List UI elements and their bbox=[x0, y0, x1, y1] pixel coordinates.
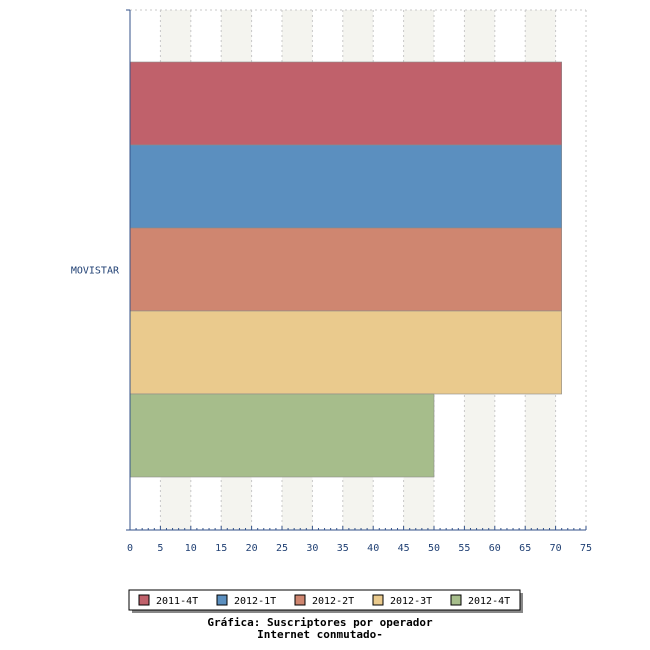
x-tick-label: 35 bbox=[337, 543, 349, 554]
legend-swatch-2012-3T bbox=[372, 594, 384, 606]
legend-swatch-2011-4T bbox=[138, 594, 150, 606]
x-tick-label: 15 bbox=[215, 543, 227, 554]
x-tick-label: 50 bbox=[428, 543, 440, 554]
x-tick-label: 30 bbox=[306, 543, 318, 554]
x-tick-label: 10 bbox=[185, 543, 197, 554]
bar-2012-4T bbox=[129, 393, 435, 478]
x-tick-label: 45 bbox=[398, 543, 410, 554]
x-tick-label: 70 bbox=[550, 543, 562, 554]
x-tick-label: 60 bbox=[489, 543, 501, 554]
x-tick-label: 20 bbox=[246, 543, 258, 554]
legend-label-2012-2T: 2012-2T bbox=[312, 596, 354, 607]
legend-label-2012-3T: 2012-3T bbox=[390, 596, 432, 607]
legend-label-2012-4T: 2012-4T bbox=[468, 596, 510, 607]
legend-swatch-2012-1T bbox=[216, 594, 228, 606]
legend-swatch-2012-4T bbox=[450, 594, 462, 606]
chart-caption-line-2: Internet conmutado- bbox=[257, 628, 383, 641]
legend-swatch-2012-2T bbox=[294, 594, 306, 606]
bar-2012-1T bbox=[129, 144, 562, 229]
x-tick-label: 0 bbox=[127, 543, 133, 554]
x-tick-label: 55 bbox=[458, 543, 470, 554]
x-tick-label: 65 bbox=[519, 543, 531, 554]
bar-2011-4T bbox=[129, 61, 562, 146]
category-label: MOVISTAR bbox=[71, 266, 120, 277]
x-tick-label: 75 bbox=[580, 543, 592, 554]
legend-label-2012-1T: 2012-1T bbox=[234, 596, 276, 607]
chart-caption-line-1: Gráfica: Suscriptores por operador bbox=[207, 616, 433, 629]
legend-label-2011-4T: 2011-4T bbox=[156, 596, 198, 607]
bar-2012-3T bbox=[129, 310, 562, 395]
x-tick-label: 5 bbox=[157, 543, 163, 554]
bar-2012-2T bbox=[129, 227, 562, 312]
x-tick-label: 40 bbox=[367, 543, 379, 554]
x-tick-label: 25 bbox=[276, 543, 288, 554]
